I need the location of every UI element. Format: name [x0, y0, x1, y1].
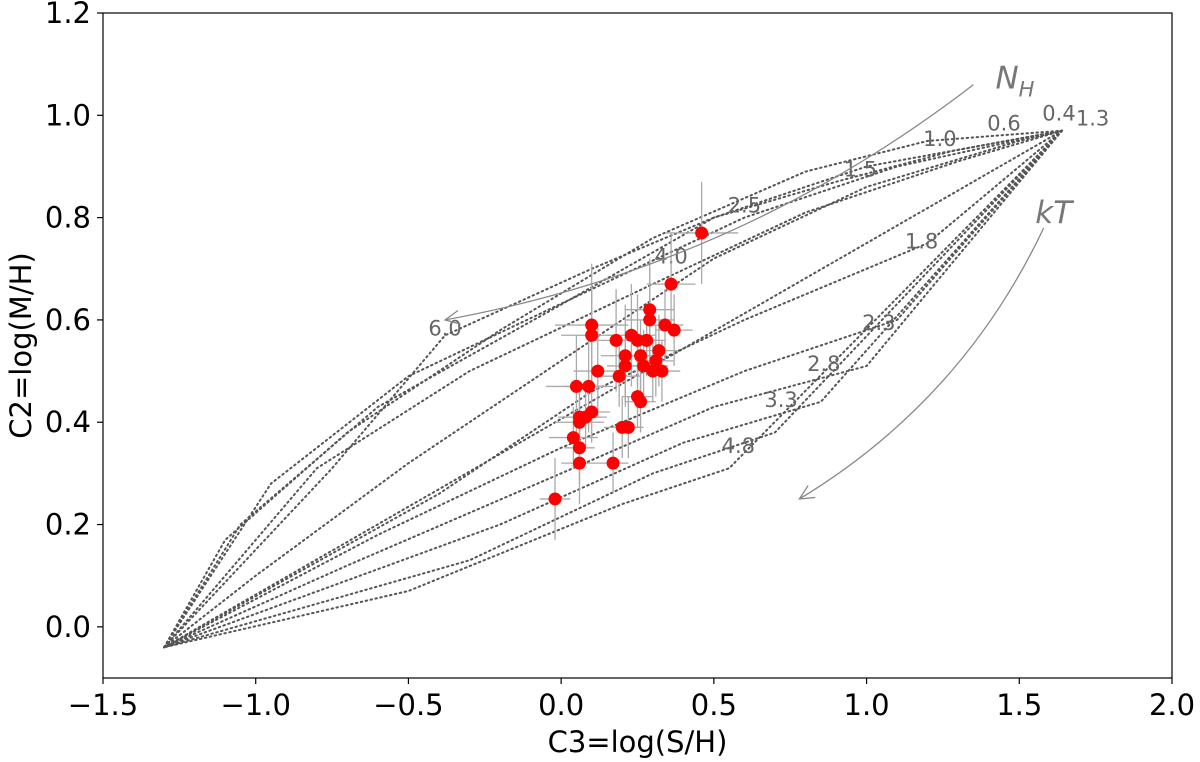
- data-point: [643, 303, 657, 317]
- kt-arrow: [799, 227, 1045, 500]
- data-point: [606, 456, 620, 470]
- data-point: [548, 492, 562, 506]
- kt-value-label: 1.3: [1076, 107, 1109, 131]
- data-point: [667, 323, 681, 337]
- nh-arrow: [444, 84, 974, 321]
- y-tick-label: 1.0: [45, 98, 91, 132]
- kt-grid-line-1: [163, 129, 1063, 649]
- data-points: [548, 226, 709, 506]
- x-tick-label: −1.5: [68, 688, 138, 722]
- x-tick-label: 0.0: [538, 688, 584, 722]
- kt-value-label: 3.3: [764, 388, 797, 412]
- y-tick-label: 0.4: [45, 405, 91, 439]
- data-point: [569, 379, 583, 393]
- data-point: [566, 431, 580, 445]
- nh-arrow-label-subscript: H: [1019, 78, 1035, 102]
- kt-arrow-label: kT: [1035, 195, 1074, 231]
- kt-value-label: 4.8: [722, 434, 755, 458]
- data-point: [643, 313, 657, 327]
- data-point: [618, 349, 632, 363]
- data-point: [572, 456, 586, 470]
- data-point: [572, 441, 586, 455]
- data-point: [618, 359, 632, 373]
- x-tick-label: −0.5: [373, 688, 443, 722]
- nh-arrow-head: [443, 309, 461, 325]
- data-point: [621, 420, 635, 434]
- y-tick-label: 1.2: [45, 0, 91, 30]
- nh-grid-line-4: [163, 129, 1063, 649]
- y-tick-label: 0.2: [45, 508, 91, 542]
- data-point: [591, 364, 605, 378]
- data-point: [640, 333, 654, 347]
- kt-grid-line-2: [163, 129, 1063, 649]
- kt-value-label: 2.3: [862, 311, 895, 335]
- x-tick-label: −1.0: [221, 688, 291, 722]
- x-axis-label: C3=log(S/H): [548, 725, 728, 759]
- kt-grid-line-4: [163, 129, 1063, 649]
- x-tick-label: 0.5: [691, 688, 737, 722]
- y-axis-label: C2=log(M/H): [4, 252, 38, 438]
- data-point: [585, 328, 599, 342]
- data-point: [585, 318, 599, 332]
- data-point: [585, 405, 599, 419]
- x-tick-label: 1.5: [996, 688, 1042, 722]
- data-point: [631, 333, 644, 347]
- model-grid: 0.40.61.01.52.54.06.01.31.82.32.83.34.8: [163, 101, 1109, 649]
- x-tick-label: 1.0: [844, 688, 890, 722]
- y-tick-label: 0.6: [45, 303, 91, 337]
- data-point: [649, 354, 663, 368]
- kt-grid-line-5: [163, 129, 1063, 649]
- data-point: [695, 226, 709, 240]
- nh-value-label: 0.4: [1042, 101, 1075, 125]
- data-point: [664, 277, 678, 291]
- data-point: [609, 333, 623, 347]
- data-point: [655, 364, 669, 378]
- nh-grid-outer-line: [163, 129, 1063, 649]
- nh-grid-line-3: [163, 129, 1063, 649]
- data-point: [634, 395, 648, 409]
- kt-grid-line-3: [163, 129, 1063, 649]
- nh-value-label: 1.0: [923, 127, 956, 151]
- x-tick-label: 2.0: [1149, 688, 1195, 722]
- kt-value-label: 1.8: [905, 229, 938, 253]
- data-point: [652, 344, 666, 358]
- data-point: [634, 349, 648, 363]
- plot-frame: [102, 12, 1173, 679]
- kt-grid-line-0: [163, 129, 1063, 649]
- kt-value-label: 2.8: [807, 352, 840, 376]
- y-tick-label: 0.8: [45, 201, 91, 235]
- data-point: [612, 369, 626, 383]
- kt-arrow-head: [798, 485, 816, 500]
- nh-value-label: 2.5: [728, 194, 761, 218]
- data-point: [646, 364, 660, 378]
- nh-value-label: 0.6: [987, 112, 1020, 136]
- nh-arrow-label: NH: [995, 61, 1034, 102]
- annotations: NH kT: [443, 61, 1074, 500]
- data-point: [582, 379, 596, 393]
- axis-ticks: −1.5 −1.0 −0.5 0.0 0.5 1.0 1.5 2.0 0.0 0.2 0.4 0.6 0…: [45, 0, 1195, 722]
- y-tick-label: 0.0: [45, 610, 91, 644]
- nh-grid-line-0: [163, 129, 1063, 649]
